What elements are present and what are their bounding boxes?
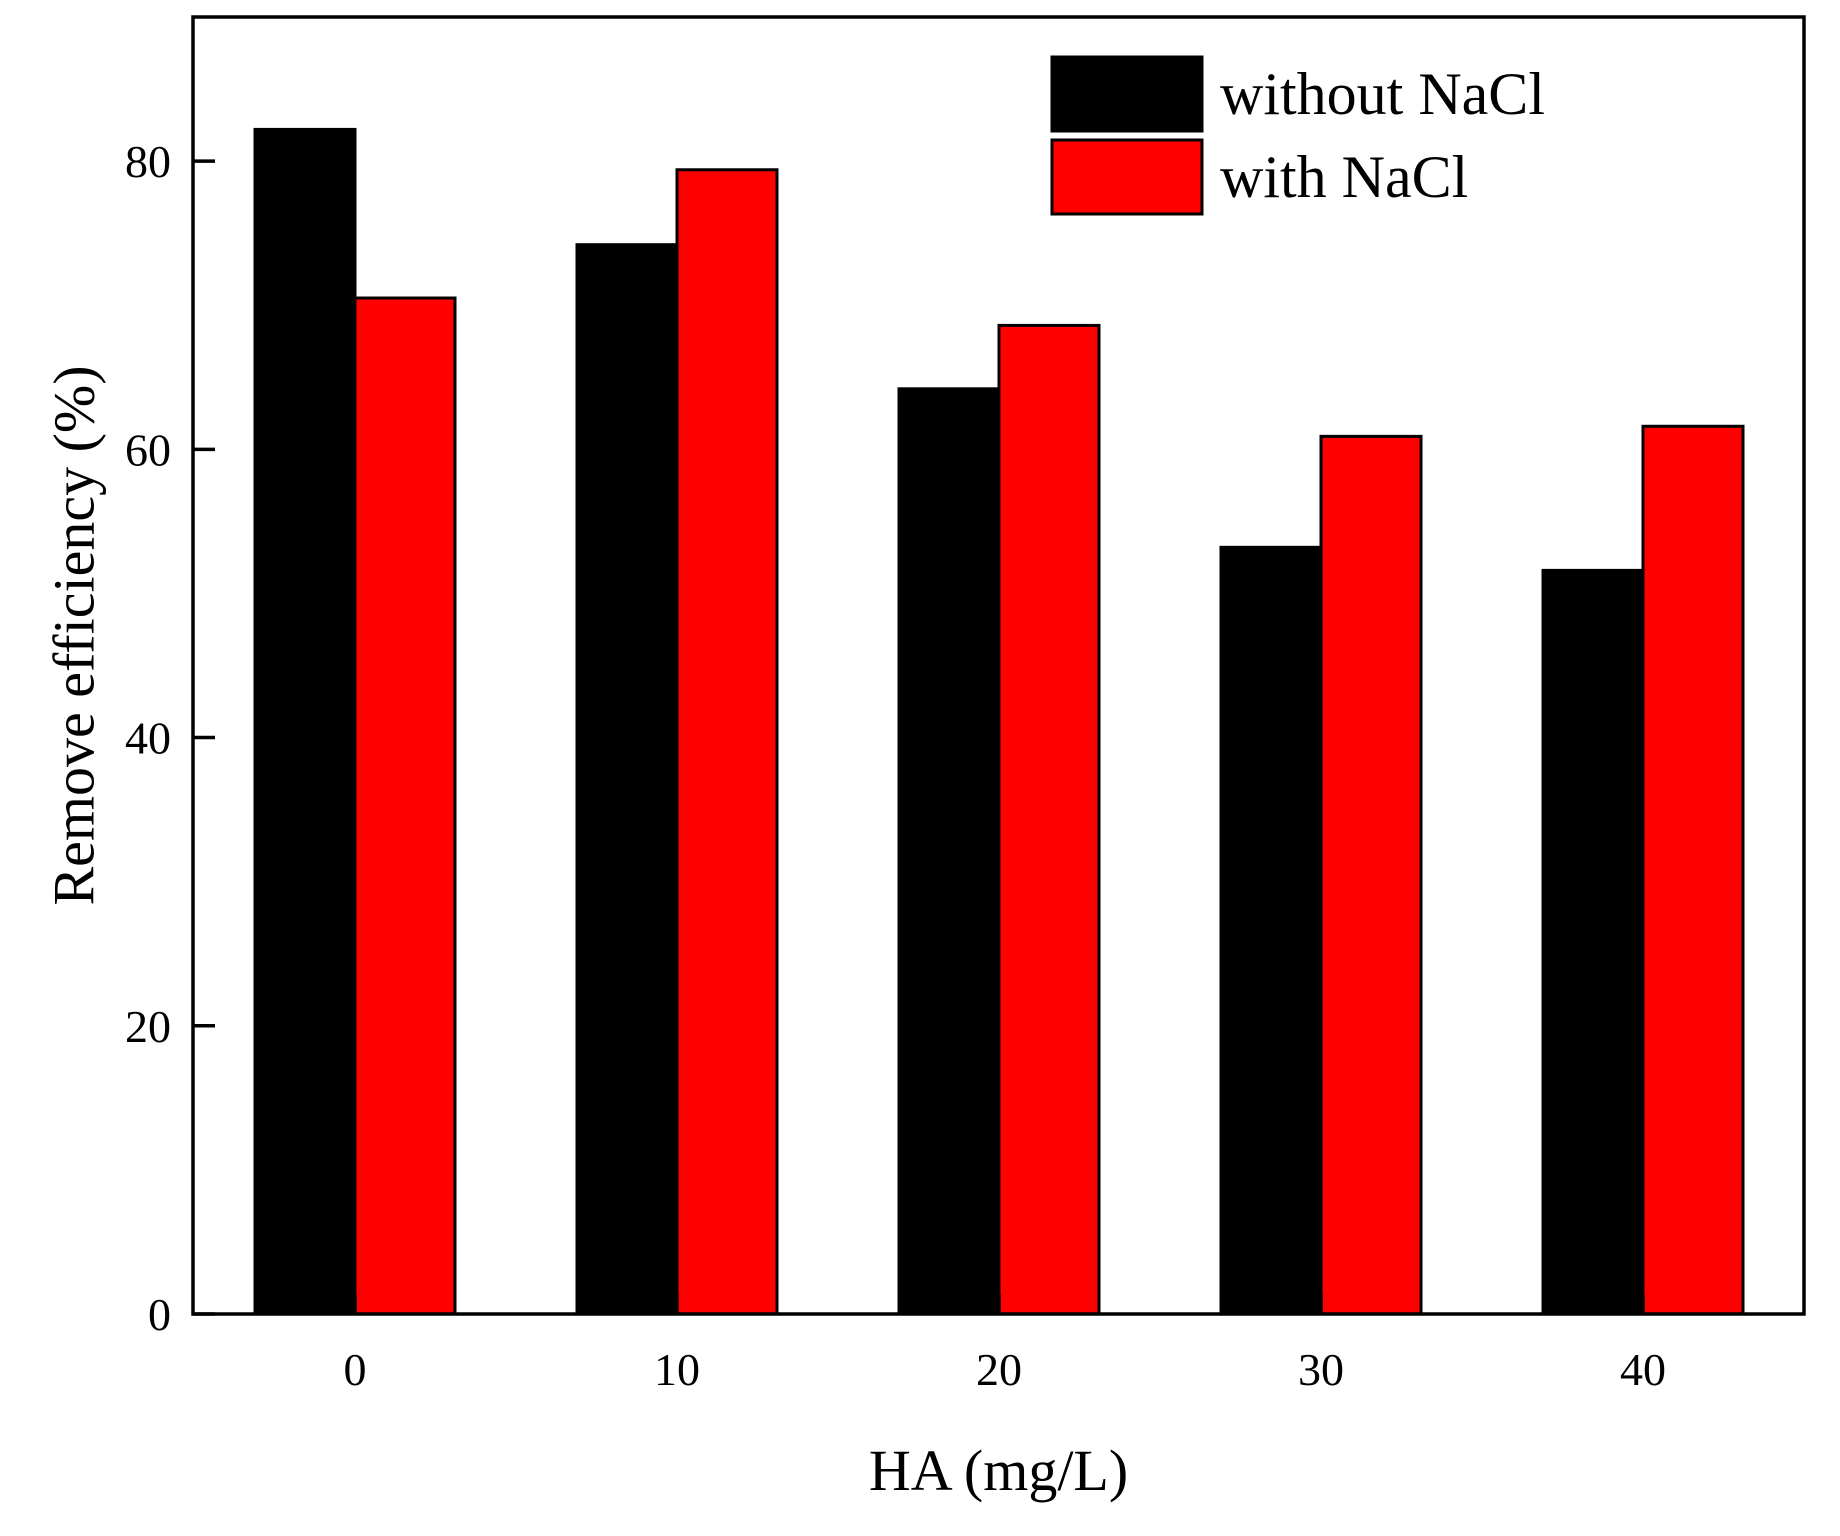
bar-with-nacl-30: [1319, 434, 1423, 1316]
bar-without-nacl-40: [1541, 568, 1645, 1316]
x-tick-label: 0: [344, 1344, 367, 1395]
bar-with-nacl-0: [353, 296, 457, 1316]
x-axis-label: HA (mg/L): [869, 1438, 1128, 1503]
bar-without-nacl-20: [897, 387, 1001, 1316]
legend: without NaCl with NaCl: [1050, 55, 1545, 216]
y-axis-label: Remove efficiency (%): [41, 365, 106, 905]
bar-with-nacl-40: [1641, 424, 1745, 1316]
bar-with-nacl-20: [997, 323, 1101, 1316]
x-tick-label: 20: [976, 1344, 1022, 1395]
y-tick-label: 60: [125, 424, 171, 475]
legend-swatch-with-nacl: [1050, 138, 1204, 216]
bars-group: [253, 127, 1745, 1316]
x-tick-label: 40: [1620, 1344, 1666, 1395]
x-tick-label: 30: [1298, 1344, 1344, 1395]
bar-without-nacl-10: [575, 243, 679, 1316]
legend-label-without-nacl: without NaCl: [1220, 61, 1545, 127]
y-tick-label: 20: [125, 1001, 171, 1052]
x-axis-ticks: 0 10 20 30 40: [344, 1294, 1666, 1395]
legend-swatch-without-nacl: [1050, 55, 1204, 133]
bar-with-nacl-10: [675, 168, 779, 1316]
y-tick-label: 0: [148, 1289, 171, 1340]
bar-without-nacl-30: [1219, 545, 1323, 1316]
y-axis-ticks: 0 20 40 60 80: [125, 136, 215, 1340]
y-tick-label: 40: [125, 713, 171, 764]
legend-label-with-nacl: with NaCl: [1220, 144, 1468, 210]
x-tick-label: 10: [654, 1344, 700, 1395]
y-tick-label: 80: [125, 136, 171, 187]
bar-without-nacl-0: [253, 127, 357, 1316]
